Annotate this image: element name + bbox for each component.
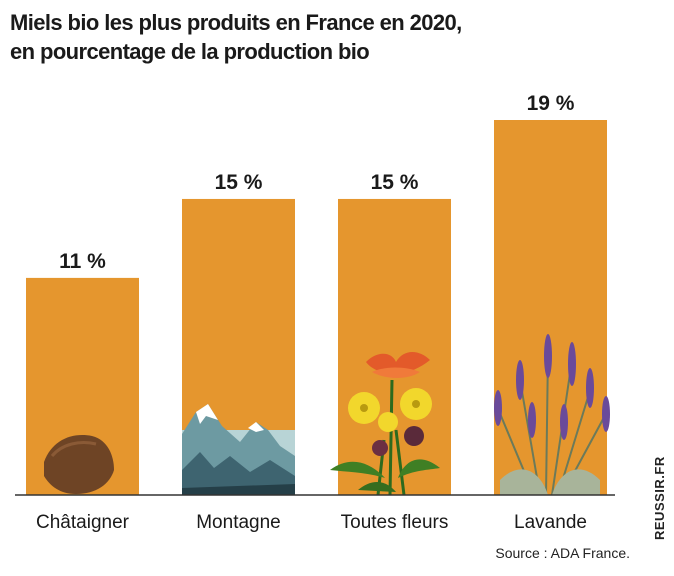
value-labels-group: 11 % 15 % 15 % 19 % [59,92,575,273]
mountain-icon [182,404,295,495]
bars-group [26,120,607,495]
value-label-2: 15 % [215,171,263,194]
chart-title-line1: Miels bio les plus produits en France en… [10,10,462,35]
source-note: Source : ADA France. [495,545,630,561]
flowers-icon [330,352,440,496]
chestnut-icon [44,435,114,494]
category-labels-group: Châtaigner Montagne Toutes fleurs Lavande [36,512,587,533]
chart-title: Miels bio les plus produits en France en… [10,8,650,66]
value-label-1: 11 % [59,250,106,273]
value-label-3: 15 % [371,171,419,194]
category-label-4: Lavande [514,512,587,533]
chart-title-line2: en pourcentage de la production bio [10,39,370,64]
bar-4 [494,120,607,495]
category-label-1: Châtaigner [36,512,130,533]
lavender-icon [494,334,610,496]
value-label-4: 19 % [527,92,575,115]
illustrations-group [44,334,610,496]
category-label-2: Montagne [196,512,281,533]
category-label-3: Toutes fleurs [341,512,449,533]
bar-3 [338,198,451,495]
brand-watermark: REUSSIR.FR [652,456,667,540]
